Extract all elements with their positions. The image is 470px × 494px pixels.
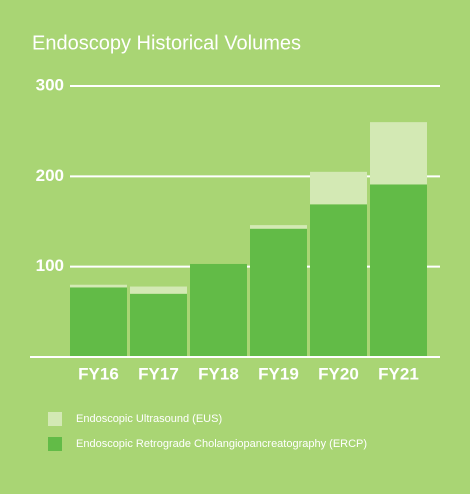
x-tick-label: FY18 — [198, 364, 239, 383]
bar-segment — [70, 284, 127, 288]
bar-segment — [370, 122, 427, 185]
x-tick-label: FY17 — [138, 364, 179, 383]
chart-title: Endoscopy Historical Volumes — [32, 32, 301, 54]
legend-swatch — [48, 437, 62, 451]
bar-segment — [130, 286, 187, 294]
bar-segment — [370, 184, 427, 357]
x-tick-label: FY16 — [78, 364, 119, 383]
legend-label: Endoscopic Ultrasound (EUS) — [76, 413, 222, 425]
bar-segment — [250, 225, 307, 229]
bar-segment — [190, 263, 247, 357]
legend-label: Endoscopic Retrograde Cholangiopancreato… — [76, 438, 367, 450]
y-tick-label: 100 — [36, 256, 64, 275]
bar-segment — [250, 228, 307, 357]
bar-segment — [310, 204, 367, 357]
x-tick-label: FY21 — [378, 364, 419, 383]
bar-segment — [130, 293, 187, 357]
bar-segment — [70, 287, 127, 357]
legend-swatch — [48, 412, 62, 426]
x-tick-label: FY20 — [318, 364, 359, 383]
y-tick-label: 200 — [36, 166, 64, 185]
x-tick-label: FY19 — [258, 364, 299, 383]
bar-segment — [310, 171, 367, 205]
y-tick-label: 300 — [36, 75, 64, 94]
